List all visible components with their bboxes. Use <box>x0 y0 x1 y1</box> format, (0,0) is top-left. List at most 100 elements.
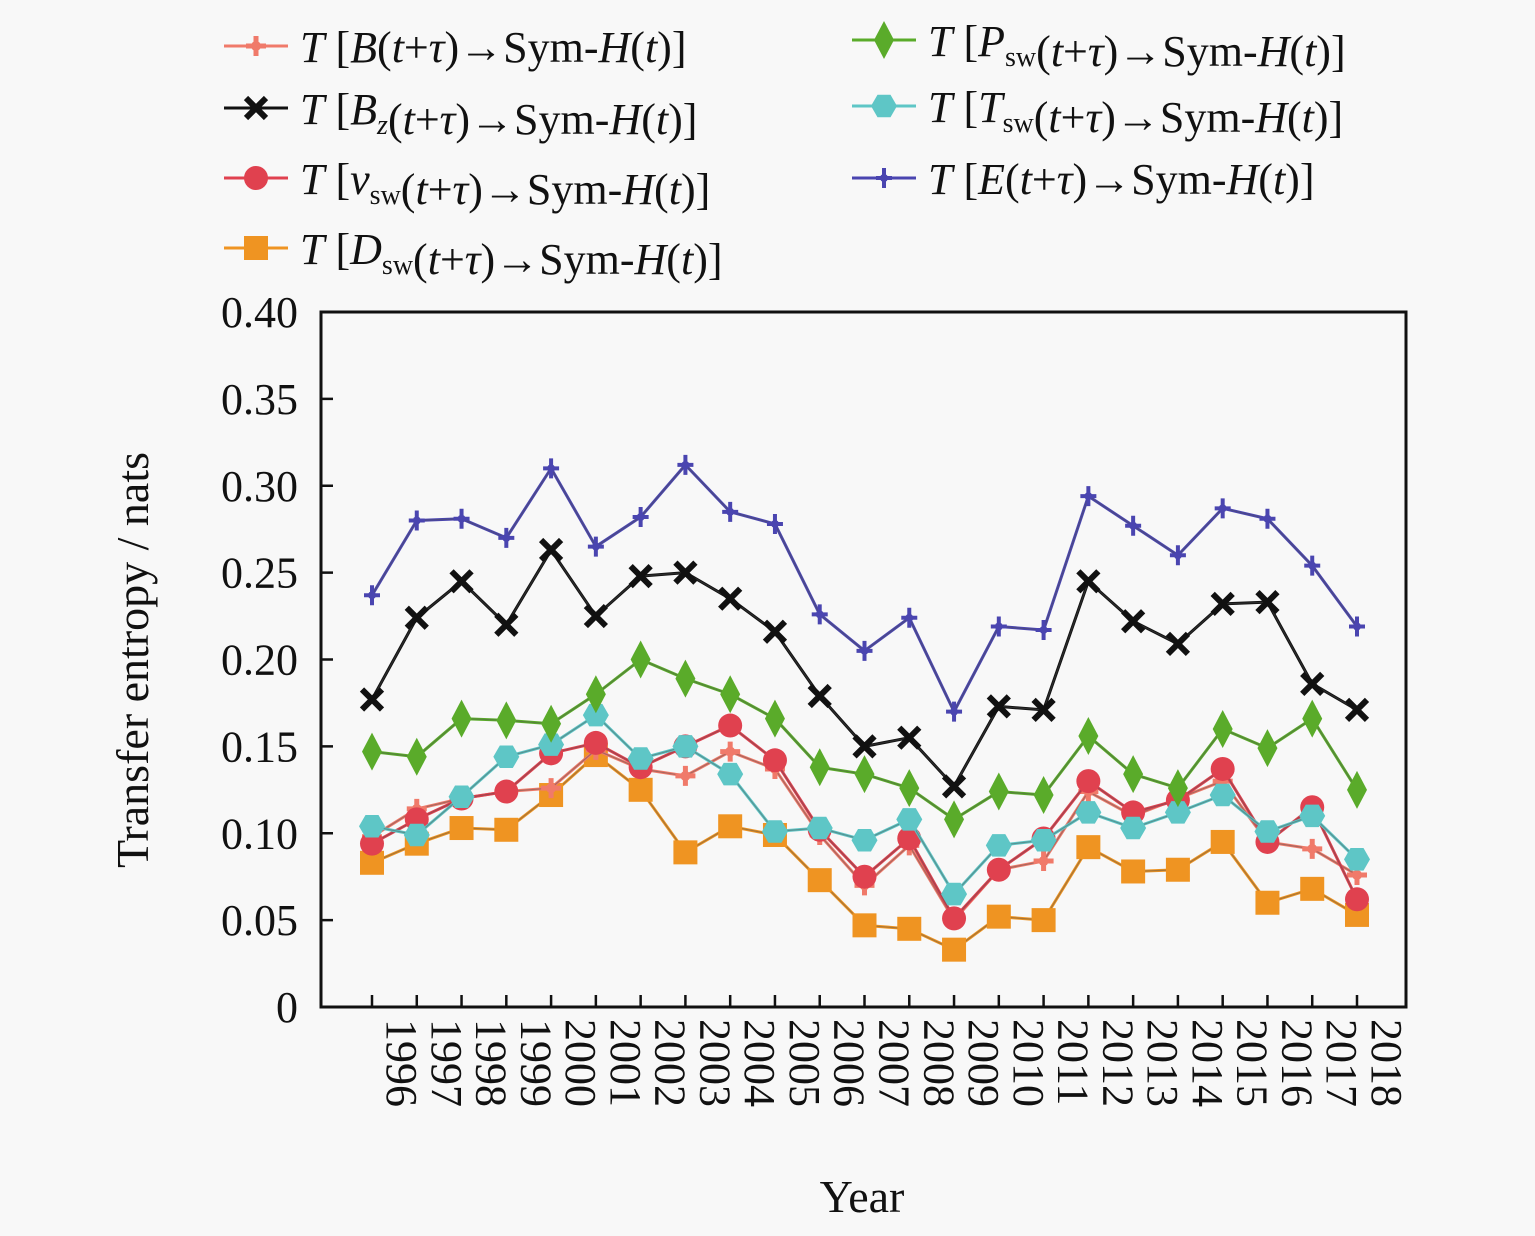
data-point <box>360 831 384 856</box>
data-point <box>364 585 380 606</box>
data-point <box>404 605 429 630</box>
data-point <box>1120 816 1147 840</box>
data-point <box>583 730 608 755</box>
data-point <box>897 826 922 851</box>
legend-marker <box>871 94 897 118</box>
y-tick-label: 0 <box>276 983 298 1032</box>
x-tick-label: 2005 <box>780 1019 829 1107</box>
data-point <box>1078 716 1099 755</box>
data-point <box>807 683 832 709</box>
legend-label: T [Dsw(t+τ)→Sym-H(t)] <box>300 225 723 284</box>
data-point <box>1076 769 1101 794</box>
legend-label: T [E(t+τ)→Sym-H(t)] <box>928 155 1314 204</box>
x-tick-label: 2014 <box>1183 1019 1232 1107</box>
y-tick-label: 0.20 <box>221 636 298 685</box>
y-tick-label: 0.25 <box>221 549 298 598</box>
data-point <box>673 840 698 865</box>
data-point <box>720 741 741 762</box>
data-point <box>1259 508 1276 529</box>
data-point <box>1304 555 1321 576</box>
data-point <box>362 732 382 771</box>
y-axis-title: Transfer entropy / nats <box>107 452 158 868</box>
data-point <box>941 774 967 799</box>
legend-item: T [vsw(t+τ)→Sym-H(t)] <box>224 155 710 214</box>
x-tick-label: 2015 <box>1228 1019 1277 1107</box>
data-point <box>720 675 741 714</box>
y-axis: 0 0.05 0.10 0.15 0.20 0.25 0.30 0.35 0.40 <box>221 288 333 1032</box>
y-tick-label: 0.15 <box>221 722 298 771</box>
data-point <box>897 725 922 750</box>
data-point <box>496 701 517 740</box>
data-point <box>1031 908 1056 933</box>
data-point <box>1257 729 1278 768</box>
legend-marker <box>244 166 268 190</box>
legend-item: T [B(t+τ)→Sym-H(t)] <box>224 23 686 72</box>
y-tick-label: 0.30 <box>221 462 298 511</box>
x-tick-label: 1996 <box>377 1019 426 1107</box>
series-line-core <box>371 548 1358 788</box>
data-point <box>942 906 967 931</box>
series-psw <box>362 640 1367 839</box>
data-point <box>493 745 520 769</box>
x-tick-label: 2007 <box>870 1019 919 1107</box>
data-point <box>986 857 1011 882</box>
y-tick-label: 0.35 <box>221 375 298 424</box>
series-e <box>364 454 1365 722</box>
data-point <box>718 814 743 839</box>
data-point <box>1349 616 1365 637</box>
data-point <box>946 701 963 722</box>
x-tick-label: 2006 <box>825 1019 874 1107</box>
legend-marker <box>874 21 894 59</box>
legend-marker <box>876 168 892 188</box>
data-point <box>1255 890 1280 915</box>
legend-item: T [E(t+τ)→Sym-H(t)] <box>852 155 1314 204</box>
data-point <box>543 458 560 479</box>
data-point <box>403 823 430 847</box>
x-tick-label: 1998 <box>467 1019 516 1107</box>
x-tick-label: 2000 <box>556 1019 605 1107</box>
legend-item: T [Psw(t+τ)→Sym-H(t)] <box>852 17 1346 76</box>
data-point <box>1302 838 1323 859</box>
data-point <box>1210 756 1235 781</box>
data-point <box>851 828 878 852</box>
data-point <box>494 779 519 804</box>
legend-item: T [Dsw(t+τ)→Sym-H(t)] <box>224 225 723 284</box>
data-point <box>1254 820 1281 843</box>
x-tick-label: 2013 <box>1138 1019 1187 1107</box>
legend-label: T [Tsw(t+τ)→Sym-H(t)] <box>928 83 1343 142</box>
data-point <box>1210 591 1235 617</box>
x-tick-label: 2017 <box>1317 1019 1366 1107</box>
plot-area: 00.050.100.150.200.250.300.350.40 199619… <box>221 288 1411 1107</box>
x-axis-title: Year <box>820 1171 905 1222</box>
data-point <box>1212 710 1233 748</box>
data-point <box>408 510 425 531</box>
data-point <box>494 612 519 637</box>
data-point <box>762 619 788 644</box>
data-point <box>587 536 604 557</box>
x-tick-label: 2004 <box>735 1019 784 1107</box>
data-point <box>1210 829 1235 854</box>
data-point <box>1344 697 1370 723</box>
data-point <box>761 820 788 843</box>
x-tick-label: 2008 <box>914 1019 963 1107</box>
y-tick-label: 0.05 <box>221 896 298 945</box>
legend: T [B(t+τ)→Sym-H(t)] T [Bz(t+τ)→Sym-H(t)] T… <box>224 17 1346 284</box>
data-point <box>1255 590 1280 615</box>
data-point <box>1164 801 1191 824</box>
data-point <box>1209 783 1236 807</box>
data-point <box>628 563 653 589</box>
data-point <box>809 748 830 787</box>
data-point <box>986 904 1011 929</box>
data-point <box>1080 486 1097 507</box>
legend-marker <box>246 36 266 56</box>
data-point <box>766 513 783 534</box>
data-point <box>627 747 654 770</box>
data-point <box>494 817 519 842</box>
data-point <box>897 916 922 941</box>
data-point <box>722 501 739 522</box>
data-point <box>630 640 651 679</box>
data-point <box>806 816 833 840</box>
x-tick-label: 2016 <box>1272 1019 1321 1107</box>
data-point <box>986 694 1011 719</box>
